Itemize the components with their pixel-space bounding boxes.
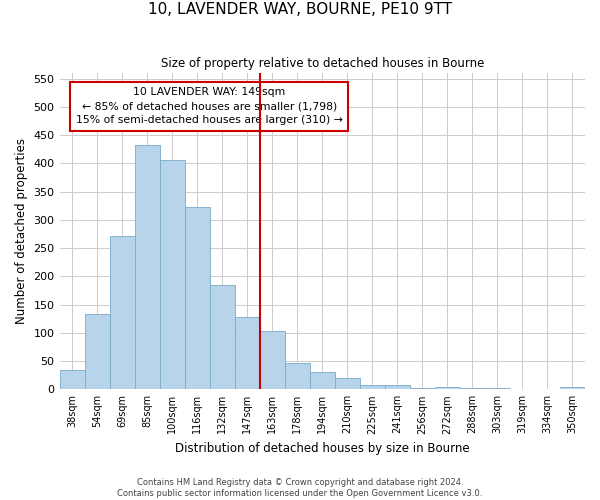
Bar bbox=[535, 388, 560, 390]
Bar bbox=[235, 317, 260, 390]
Bar bbox=[310, 372, 335, 390]
Text: 10, LAVENDER WAY, BOURNE, PE10 9TT: 10, LAVENDER WAY, BOURNE, PE10 9TT bbox=[148, 2, 452, 18]
Bar bbox=[360, 385, 385, 390]
Bar bbox=[410, 388, 435, 390]
Bar bbox=[460, 388, 485, 390]
Bar bbox=[485, 388, 510, 390]
Bar bbox=[110, 236, 134, 390]
Bar bbox=[260, 331, 285, 390]
Bar bbox=[134, 146, 160, 390]
Bar bbox=[185, 207, 209, 390]
Bar bbox=[160, 160, 185, 390]
Bar bbox=[435, 387, 460, 390]
Bar bbox=[59, 370, 85, 390]
Bar bbox=[385, 386, 410, 390]
Bar bbox=[285, 364, 310, 390]
Y-axis label: Number of detached properties: Number of detached properties bbox=[15, 138, 28, 324]
Title: Size of property relative to detached houses in Bourne: Size of property relative to detached ho… bbox=[161, 58, 484, 70]
Bar bbox=[560, 387, 585, 390]
Bar bbox=[209, 286, 235, 390]
X-axis label: Distribution of detached houses by size in Bourne: Distribution of detached houses by size … bbox=[175, 442, 470, 455]
Text: 10 LAVENDER WAY: 149sqm
← 85% of detached houses are smaller (1,798)
15% of semi: 10 LAVENDER WAY: 149sqm ← 85% of detache… bbox=[76, 88, 343, 126]
Bar bbox=[510, 388, 535, 390]
Bar bbox=[85, 314, 110, 390]
Text: Contains HM Land Registry data © Crown copyright and database right 2024.
Contai: Contains HM Land Registry data © Crown c… bbox=[118, 478, 482, 498]
Bar bbox=[335, 378, 360, 390]
